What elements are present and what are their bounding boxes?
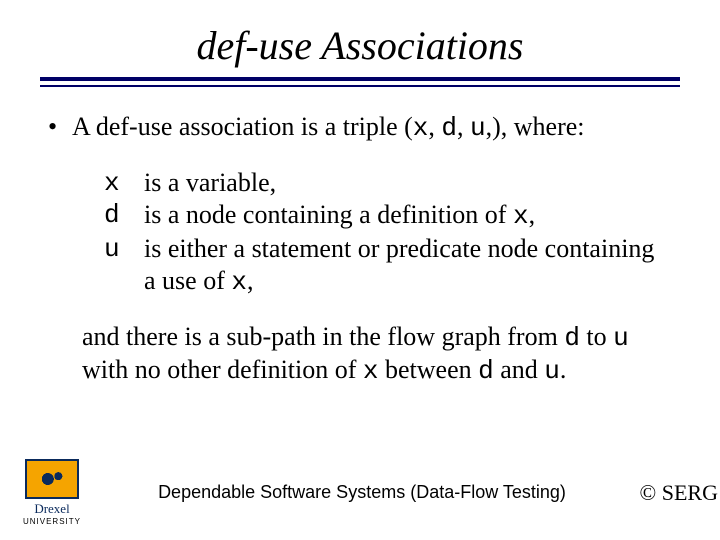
var-u: u [470,113,486,143]
var-d: d [478,356,494,386]
bullet-row: • A def-use association is a triple (x, … [48,111,672,145]
tail-t3: between [379,355,479,384]
bullet-pre: A def-use association is a triple ( [72,112,413,141]
def-symbol: d [104,199,144,233]
var-u: u [613,323,629,353]
footer: Drexel UNIVERSITY Dependable Software Sy… [0,459,720,526]
def-desc: is a variable, [144,167,672,200]
sep: , [457,112,470,141]
drexel-logo-icon [25,459,79,499]
slide-body: • A def-use association is a triple (x, … [0,87,720,388]
def-row: u is either a statement or predicate nod… [104,233,672,299]
definitions: x is a variable, d is a node containing … [104,167,672,299]
def-symbol: x [104,167,144,200]
var-x: x [363,356,379,386]
logo-name: Drexel [4,501,100,517]
sep: , [428,112,441,141]
tail-t4: and [494,355,545,384]
logo-subtitle: UNIVERSITY [4,517,100,526]
def-post: , [247,266,254,295]
title-rule [40,77,680,87]
def-symbol: u [104,233,144,299]
def-pre: is a node containing a definition of [144,200,513,229]
def-pre: is either a statement or predicate node … [144,234,654,296]
var-d: d [564,323,580,353]
tail-paragraph: and there is a sub-path in the flow grap… [82,321,672,388]
tail-t0: and there is a sub-path in the flow grap… [82,322,564,351]
bullet-text: A def-use association is a triple (x, d,… [72,111,672,145]
var-u: u [544,356,560,386]
var-x: x [513,201,529,231]
tail-t5: . [560,355,567,384]
bullet-post: ,), where: [486,112,585,141]
bullet-dot: • [48,111,72,145]
var-d: d [441,113,457,143]
def-desc: is a node containing a definition of x, [144,199,672,233]
def-post: , [529,200,536,229]
tail-t1: to [580,322,613,351]
footer-center-text: Dependable Software Systems (Data-Flow T… [100,482,624,503]
var-x: x [231,267,247,297]
footer-copyright: © SERG [624,480,720,506]
logo-block: Drexel UNIVERSITY [4,459,100,526]
def-desc: is either a statement or predicate node … [144,233,672,299]
title-area: def-use Associations [0,0,720,69]
def-row: x is a variable, [104,167,672,200]
var-x: x [413,113,429,143]
slide: def-use Associations • A def-use associa… [0,0,720,540]
slide-title: def-use Associations [0,22,720,69]
def-row: d is a node containing a definition of x… [104,199,672,233]
tail-t2: with no other definition of [82,355,363,384]
